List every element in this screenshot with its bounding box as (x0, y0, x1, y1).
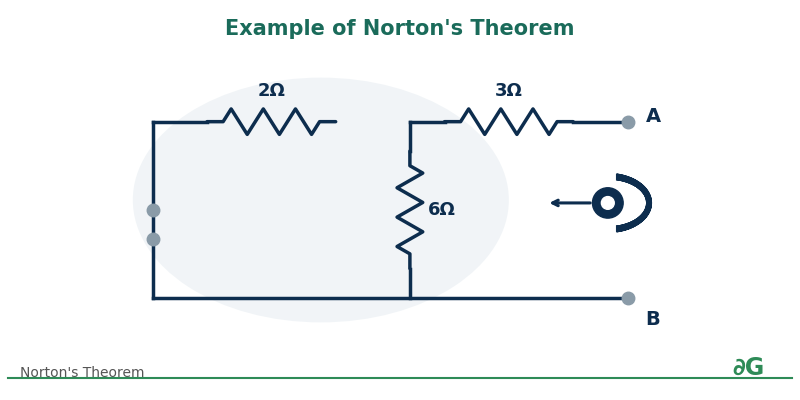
Text: B: B (646, 310, 660, 329)
Ellipse shape (133, 78, 509, 322)
Text: 2Ω: 2Ω (258, 82, 286, 100)
Circle shape (593, 188, 623, 218)
Text: A: A (646, 107, 661, 126)
Text: Example of Norton's Theorem: Example of Norton's Theorem (226, 19, 574, 39)
Text: Norton's Theorem: Norton's Theorem (20, 366, 145, 380)
Polygon shape (615, 181, 645, 224)
Text: 3Ω: 3Ω (495, 82, 522, 100)
Polygon shape (617, 174, 651, 232)
Text: 6Ω: 6Ω (428, 201, 455, 219)
Text: ∂G: ∂G (732, 356, 764, 380)
Circle shape (602, 196, 614, 209)
